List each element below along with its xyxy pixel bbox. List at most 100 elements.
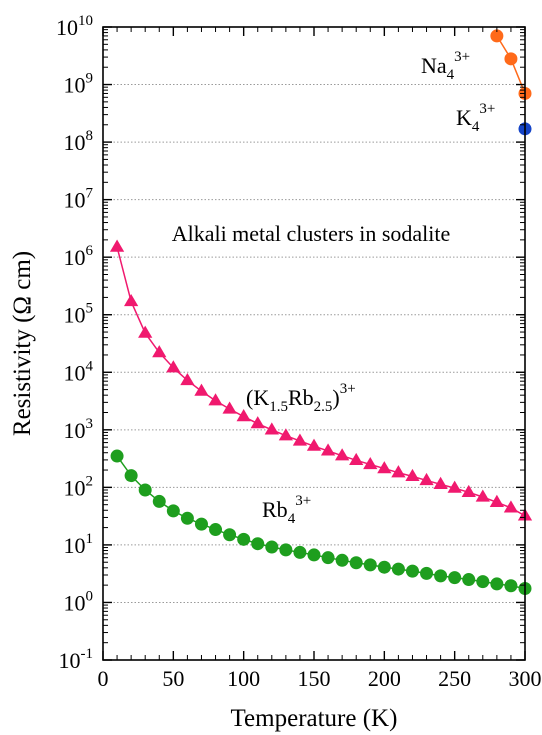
label-k15rb25-open: (K	[246, 385, 269, 410]
data-point-na4	[490, 29, 504, 43]
y-tick-label: 101	[64, 531, 94, 558]
ticks-layer	[102, 26, 526, 661]
y-tick-exponent: 5	[86, 301, 94, 317]
y-tick-label: 107	[64, 186, 94, 213]
data-point-k15rb25	[335, 448, 350, 461]
x-tick-label: 250	[438, 666, 471, 691]
data-point-k15rb25	[292, 433, 308, 446]
x-axis-title: Temperature (K)	[231, 705, 398, 732]
series-label-rb4: Rb4 3+	[262, 493, 311, 527]
data-point-k15rb25	[363, 456, 378, 470]
y-tick-base: 10	[64, 130, 86, 155]
label-k4-sup: 3+	[479, 101, 495, 117]
data-point-rb4	[420, 566, 434, 580]
y-tick-label: 104	[64, 358, 94, 385]
data-point-rb4	[307, 548, 321, 562]
y-tick-exponent: 2	[86, 473, 94, 489]
data-point-rb4	[279, 543, 293, 557]
y-tick-base: 10	[56, 15, 78, 40]
data-point-k15rb25	[109, 239, 125, 252]
y-tick-label: 105	[64, 301, 94, 328]
data-point-rb4	[237, 532, 251, 546]
data-point-k15rb25	[250, 416, 265, 429]
data-point-k15rb25	[447, 480, 462, 493]
chart-annotation: Alkali metal clusters in sodalite	[172, 221, 451, 246]
data-point-rb4	[124, 469, 138, 483]
label-na4-sub: 4	[447, 67, 455, 83]
data-point-k15rb25	[152, 345, 167, 358]
data-point-rb4	[377, 560, 391, 574]
data-point-k15rb25	[180, 372, 195, 386]
data-point-k15rb25	[320, 443, 336, 456]
y-tick-label: 102	[64, 473, 94, 500]
data-point-k15rb25	[489, 494, 504, 507]
series-k15rb25	[109, 239, 533, 521]
data-point-rb4	[251, 537, 265, 551]
series-label-na4: Na4 3+	[421, 49, 470, 83]
data-point-rb4	[209, 523, 223, 537]
data-point-k15rb25	[194, 383, 209, 396]
y-tick-base: 10	[64, 303, 86, 328]
x-tick-label: 150	[298, 666, 331, 691]
data-point-k15rb25	[503, 500, 519, 513]
data-point-rb4	[363, 558, 377, 572]
label-na4-sup: 3+	[454, 49, 470, 65]
data-point-rb4	[194, 517, 208, 531]
data-point-rb4	[349, 556, 363, 570]
y-tick-exponent: 4	[86, 358, 94, 374]
y-tick-base: 10	[64, 475, 86, 500]
y-tick-label: 103	[64, 416, 94, 443]
data-point-rb4	[110, 449, 124, 463]
x-tick-label: 50	[162, 666, 184, 691]
data-point-k15rb25	[461, 484, 476, 497]
data-point-k15rb25	[349, 452, 364, 465]
series-line-rb4	[116, 455, 526, 590]
data-point-rb4	[223, 528, 237, 542]
y-tick-exponent: 7	[86, 186, 94, 202]
data-point-k15rb25	[475, 489, 490, 502]
y-tick-exponent: 1	[86, 531, 94, 547]
y-tick-exponent: 10	[78, 13, 93, 29]
data-point-rb4	[138, 483, 152, 497]
data-point-rb4	[490, 577, 504, 591]
data-point-k15rb25	[433, 476, 448, 489]
label-k15rb25-mid: Rb	[288, 385, 314, 410]
y-tick-base: 10	[64, 245, 86, 270]
y-tick-base: 10	[64, 360, 86, 385]
y-tick-base: 10	[64, 73, 86, 98]
data-point-k15rb25	[391, 465, 406, 478]
label-rb4-base: Rb	[262, 497, 288, 522]
data-point-rb4	[405, 564, 419, 578]
data-point-k15rb25	[222, 401, 237, 414]
data-point-rb4	[166, 504, 180, 518]
data-point-k15rb25	[405, 468, 420, 482]
label-rb4-sub: 4	[288, 511, 296, 527]
data-point-k15rb25	[236, 409, 251, 422]
label-na4-base: Na	[421, 53, 447, 78]
y-tick-base: 10	[64, 533, 86, 558]
data-point-rb4	[293, 545, 307, 559]
data-point-rb4	[434, 569, 448, 583]
data-point-rb4	[180, 511, 194, 525]
data-point-k15rb25	[264, 422, 279, 435]
y-tick-exponent: 9	[86, 71, 94, 87]
y-tick-exponent: 0	[86, 588, 94, 604]
y-tick-base: 10	[64, 418, 86, 443]
y-tick-exponent: 8	[86, 128, 94, 144]
y-tick-label: 108	[64, 128, 94, 155]
label-k15rb25-sup: 3+	[340, 381, 356, 397]
y-tick-base: 10	[64, 188, 86, 213]
label-k15rb25-sub2: 2.5	[314, 399, 333, 415]
series-label-k4: K4 3+	[456, 101, 495, 135]
data-point-rb4	[152, 494, 166, 508]
y-axis-title: Resistivity (Ω cm)	[9, 251, 36, 436]
y-tick-label: 106	[64, 243, 94, 270]
series-line-k15rb25	[116, 246, 526, 517]
data-point-k15rb25	[278, 428, 293, 441]
y-tick-base: 10	[64, 590, 86, 615]
grid-layer	[103, 84, 525, 603]
data-point-k15rb25	[208, 393, 223, 406]
y-tick-exponent: 6	[86, 243, 94, 259]
data-point-rb4	[321, 551, 335, 565]
data-point-rb4	[335, 553, 349, 567]
